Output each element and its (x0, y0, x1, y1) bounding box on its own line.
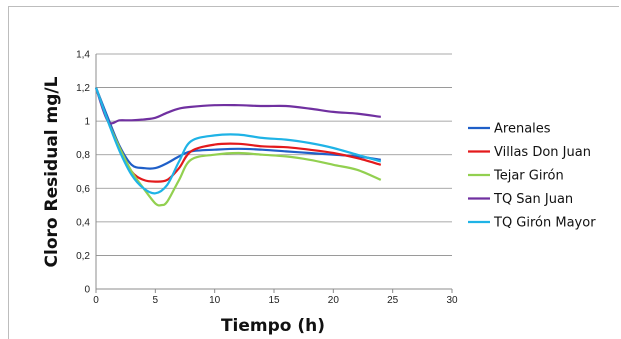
y-tick-labels: 0 0,2 0,4 0,6 0,8 1 1,2 1,4 (76, 50, 90, 296)
axes (95, 54, 453, 293)
legend-label-arenales: Arenales (494, 122, 551, 137)
y-tick-label: 1 (84, 117, 90, 128)
y-tick-label: 0,2 (76, 251, 90, 262)
series-line-arenales (94, 87, 381, 170)
y-tick-label: 1,2 (76, 83, 90, 94)
x-tick-labels: 0 5 10 15 20 25 30 (93, 295, 458, 306)
y-tick-label: 0,4 (76, 217, 90, 228)
legend-label-tq-giron-mayor: TQ Girón Mayor (493, 216, 596, 231)
legend-label-villas-don-juan: Villas Don Juan (494, 145, 591, 160)
y-tick-label: 0 (84, 285, 90, 296)
y-tick-label: 0,8 (76, 150, 90, 161)
x-tick-label: 20 (328, 295, 340, 306)
x-tick-label: 5 (153, 295, 159, 306)
series-lines (94, 87, 382, 207)
x-tick-label: 15 (268, 295, 280, 306)
legend-label-tejar-giron: Tejar Girón (493, 169, 564, 184)
x-tick-label: 30 (446, 295, 458, 306)
x-tick-label: 25 (387, 295, 399, 306)
x-axis-label: Tiempo (h) (221, 316, 325, 336)
series-line-tq-giron-mayor (94, 87, 382, 195)
series-line-tq-san-juan (94, 87, 381, 125)
x-tick-label: 0 (93, 295, 99, 306)
y-tick-label: 1,4 (76, 50, 90, 61)
chart-frame (8, 6, 619, 339)
x-tick-label: 10 (209, 295, 221, 306)
legend-label-tq-san-juan: TQ San Juan (493, 192, 573, 207)
series-line-tejar-giron (94, 87, 382, 207)
legend: Arenales Villas Don Juan Tejar Girón TQ San… (468, 122, 596, 231)
y-axis-label: Cloro Residual mg/L (42, 76, 62, 267)
y-tick-label: 0,6 (76, 184, 90, 195)
